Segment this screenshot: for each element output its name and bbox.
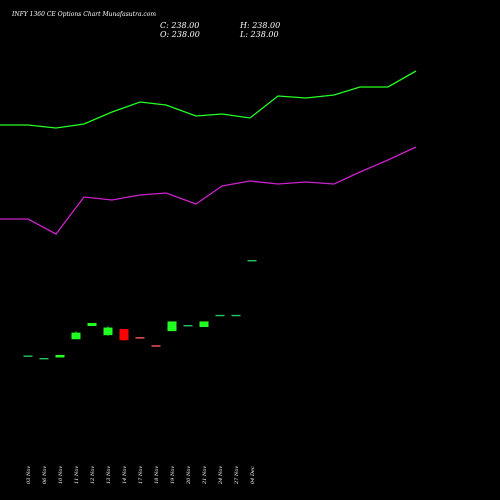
candle-body bbox=[135, 337, 145, 339]
candle bbox=[135, 337, 145, 339]
candles bbox=[23, 260, 257, 360]
ohlc-high: H: 238.00 bbox=[239, 21, 280, 30]
x-tick-label: 03 Nov bbox=[26, 466, 32, 484]
x-tick-label: 14 Nov bbox=[122, 466, 128, 484]
x-tick-label: 19 Nov bbox=[170, 466, 176, 484]
candle-body bbox=[199, 321, 209, 328]
x-tick-label: 06 Nov bbox=[42, 466, 48, 484]
indicator-lines bbox=[0, 70, 417, 235]
candle-body bbox=[71, 332, 81, 340]
candle-body bbox=[151, 345, 161, 347]
ohlc-close: C: 238.00 bbox=[160, 21, 199, 30]
x-tick-label: 18 Nov bbox=[154, 466, 160, 484]
x-tick-label: 10 Nov bbox=[58, 466, 64, 484]
candle bbox=[23, 355, 33, 357]
candle bbox=[215, 314, 225, 317]
candle-body bbox=[103, 327, 113, 336]
candle bbox=[183, 324, 193, 327]
x-tick-label: 04 Dec bbox=[250, 466, 256, 484]
candle bbox=[39, 358, 49, 360]
ohlc-open: O: 238.00 bbox=[160, 30, 200, 39]
candle bbox=[71, 331, 81, 340]
candle bbox=[119, 329, 129, 341]
candle bbox=[167, 321, 177, 332]
x-tick-label: 11 Nov bbox=[74, 466, 80, 484]
x-tick-label: 21 Nov bbox=[202, 466, 208, 485]
candle-body bbox=[39, 358, 49, 360]
candle bbox=[199, 321, 209, 328]
x-tick-label: 27 Nov bbox=[234, 466, 240, 485]
x-axis-ticks: 03 Nov 06 Nov 10 Nov 11 Nov 12 Nov 13 Nov 14 N… bbox=[26, 466, 256, 485]
candle-body bbox=[87, 322, 97, 327]
candle-body bbox=[167, 321, 177, 332]
candle-body bbox=[247, 260, 257, 262]
ohlc-low: L: 238.00 bbox=[239, 30, 279, 39]
x-tick-label: 17 Nov bbox=[138, 466, 144, 484]
x-tick-label: 20 Nov bbox=[186, 466, 192, 485]
indicator-line-1 bbox=[0, 70, 417, 129]
x-tick-label: 13 Nov bbox=[106, 466, 112, 484]
candle-body bbox=[231, 314, 241, 317]
candle-body bbox=[119, 329, 129, 341]
candle bbox=[55, 354, 65, 358]
x-tick-label: 12 Nov bbox=[90, 466, 96, 484]
chart-title: INFY 1360 CE Options Chart Munafasutra.c… bbox=[11, 11, 156, 18]
candle bbox=[231, 314, 241, 317]
x-tick-label: 24 Nov bbox=[218, 466, 224, 485]
candle-body bbox=[23, 355, 33, 357]
indicator-line-2 bbox=[0, 146, 417, 235]
candle-body bbox=[55, 354, 65, 358]
candle bbox=[103, 326, 113, 336]
candle bbox=[87, 322, 97, 327]
candle-body bbox=[215, 314, 225, 317]
candle-body bbox=[183, 324, 193, 327]
candle bbox=[151, 345, 161, 347]
candle bbox=[247, 260, 257, 262]
